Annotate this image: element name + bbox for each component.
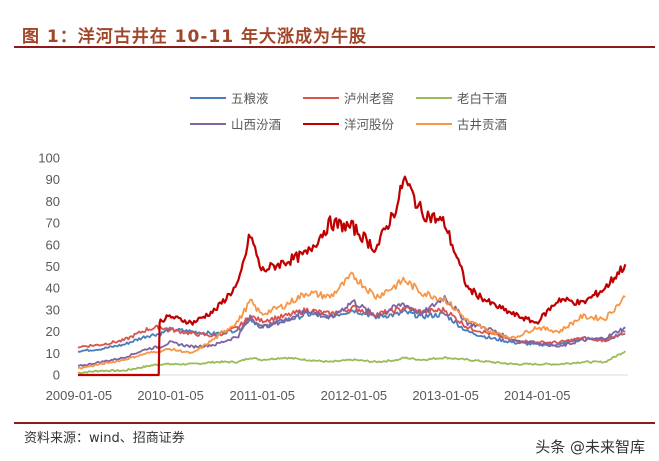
legend-item: 山西汾酒 bbox=[190, 114, 281, 133]
series-line-5 bbox=[77, 271, 626, 370]
y-tick-label: 100 bbox=[38, 151, 60, 166]
legend-label: 古井贡酒 bbox=[457, 117, 508, 132]
series-lines bbox=[77, 175, 627, 377]
figure-title: 图 1：洋河古井在 10-11 年大涨成为牛股 bbox=[22, 27, 367, 47]
legend-swatch bbox=[303, 96, 339, 99]
legend-item: 洋河股份 bbox=[303, 114, 394, 133]
line-chart: 0 10 20 30 40 50 60 70 80 90 100 2009-01-05 2010-01… bbox=[38, 151, 628, 403]
legend-label: 老白干酒 bbox=[457, 91, 508, 106]
x-tick-label: 2010-01-05 bbox=[137, 388, 204, 403]
x-axis: 2009-01-05 2010-01-05 2011-01-05 2012-01-05… bbox=[46, 374, 628, 403]
series-line-3 bbox=[78, 294, 626, 367]
watermark: 头条 @未来智库 bbox=[535, 438, 645, 456]
source-divider bbox=[14, 422, 655, 424]
legend-label: 泸州老窖 bbox=[344, 91, 395, 106]
y-tick-label: 70 bbox=[46, 216, 60, 231]
series-line-2 bbox=[77, 350, 626, 375]
x-tick-label: 2014-01-05 bbox=[504, 388, 571, 403]
title-divider bbox=[14, 46, 655, 48]
y-axis: 0 10 20 30 40 50 60 70 80 90 100 bbox=[38, 151, 60, 383]
x-tick-label: 2012-01-05 bbox=[321, 388, 388, 403]
y-tick-label: 10 bbox=[46, 346, 60, 361]
legend-label: 山西汾酒 bbox=[231, 117, 282, 132]
y-tick-label: 0 bbox=[53, 368, 60, 383]
legend-item: 泸州老窖 bbox=[303, 88, 394, 107]
y-tick-label: 80 bbox=[46, 194, 60, 209]
legend-item: 五粮液 bbox=[190, 88, 269, 107]
legend-swatch bbox=[190, 96, 226, 99]
legend-swatch bbox=[303, 122, 339, 125]
x-tick-label: 2013-01-05 bbox=[412, 388, 479, 403]
legend-swatch bbox=[190, 122, 226, 125]
legend-item: 古井贡酒 bbox=[416, 114, 507, 133]
legend-swatch bbox=[416, 96, 452, 99]
y-tick-label: 60 bbox=[46, 237, 60, 252]
y-tick-label: 20 bbox=[46, 324, 60, 339]
y-tick-label: 30 bbox=[46, 302, 60, 317]
legend-swatch bbox=[416, 122, 452, 125]
y-tick-label: 40 bbox=[46, 281, 60, 296]
series-line-4 bbox=[78, 175, 627, 377]
legend-label: 洋河股份 bbox=[344, 117, 395, 132]
source-note: 资料来源：wind、招商证券 bbox=[24, 431, 185, 446]
y-tick-label: 50 bbox=[46, 259, 60, 274]
y-tick-label: 90 bbox=[46, 172, 60, 187]
legend-label: 五粮液 bbox=[231, 91, 269, 106]
x-tick-label: 2011-01-05 bbox=[229, 388, 295, 403]
x-tick-label: 2009-01-05 bbox=[46, 388, 113, 403]
legend-item: 老白干酒 bbox=[416, 88, 507, 107]
